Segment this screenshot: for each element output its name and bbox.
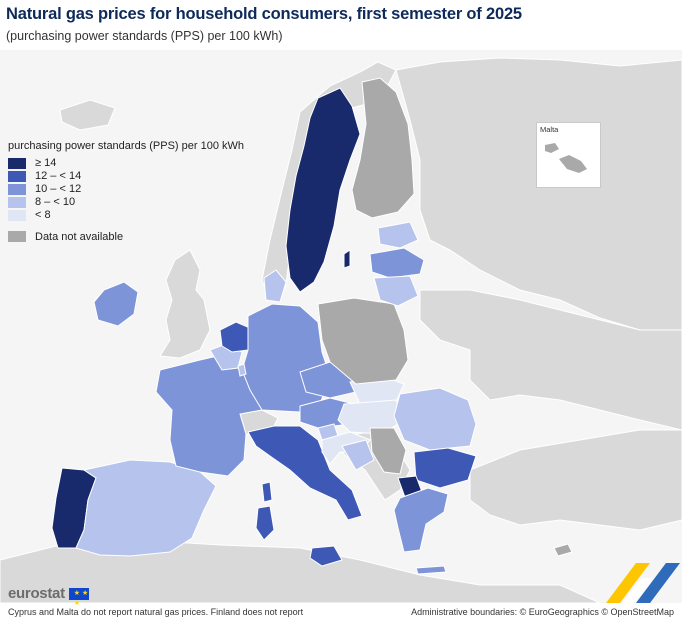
page-title: Natural gas prices for household consume… (6, 5, 522, 23)
legend-swatch (8, 157, 26, 169)
eurostat-logo: eurostat ★ ★ ★ (8, 585, 89, 607)
inset-label: Malta (540, 125, 559, 134)
uk-region (159, 249, 211, 359)
legend-label: ≥ 14 (35, 157, 57, 170)
legend-swatch (8, 183, 26, 195)
legend-label: Data not available (35, 230, 124, 243)
malta-inset: Malta (536, 122, 601, 188)
serbia-region (369, 427, 407, 475)
legend-title: purchasing power standards (PPS) per 100… (8, 140, 245, 152)
netherlands-region (219, 321, 251, 353)
legend-label: 12 – < 14 (35, 170, 82, 183)
italy-region (247, 425, 363, 521)
credits: Administrative boundaries: © EuroGeograp… (411, 607, 674, 617)
legend-swatch (8, 209, 26, 221)
greece-region (393, 487, 449, 553)
legend-item-not-available: Data not available (8, 231, 244, 244)
poland-region (317, 297, 409, 385)
legend-swatch (8, 231, 26, 243)
legend-item: < 8 (8, 209, 244, 222)
ireland-region (93, 281, 139, 327)
page-subtitle: (purchasing power standards (PPS) per 10… (6, 29, 283, 43)
sicily-region (309, 545, 343, 567)
lithuania-region (373, 275, 419, 307)
romania-region (393, 387, 477, 451)
eu-flag-icon: ★ ★ ★ (68, 587, 89, 607)
sardinia-region (255, 505, 275, 541)
bulgaria-region (413, 447, 477, 489)
legend-label: 8 – < 10 (35, 196, 76, 209)
legend-item: 12 – < 14 (8, 170, 244, 183)
germany-region (241, 303, 331, 413)
legend-label: < 8 (35, 209, 51, 222)
legend-swatch (8, 170, 26, 182)
eastern-europe-region (419, 289, 682, 431)
legend-label: 10 – < 12 (35, 183, 82, 196)
footnote: Cyprus and Malta do not report natural g… (8, 607, 304, 617)
legend-item: 8 – < 10 (8, 196, 244, 209)
legend-swatch (8, 196, 26, 208)
legend-item: ≥ 14 (8, 157, 244, 170)
cyprus-region (553, 543, 573, 557)
crete-region (415, 565, 447, 575)
bosnia-region (341, 439, 375, 471)
logo-text: eurostat (8, 585, 65, 602)
turkey-region (469, 429, 682, 531)
malta-map (545, 143, 587, 173)
denmark-region (263, 269, 287, 303)
estonia-region (377, 221, 419, 249)
corner-decoration-icon (606, 563, 680, 603)
iceland-region (59, 99, 116, 131)
gozo-island (545, 143, 559, 153)
malta-island (559, 155, 587, 173)
footer (0, 603, 682, 622)
header: Natural gas prices for household consume… (0, 0, 682, 50)
gotland-region (343, 249, 351, 269)
latvia-region (369, 247, 425, 279)
legend-item: 10 – < 12 (8, 183, 244, 196)
northern-russia-region (395, 57, 682, 331)
luxembourg-region (237, 363, 247, 377)
spain-region (75, 459, 217, 557)
corsica-region (261, 481, 273, 503)
sweden-region (285, 87, 361, 293)
finland-region (351, 77, 415, 219)
legend: purchasing power standards (PPS) per 100… (8, 140, 244, 244)
